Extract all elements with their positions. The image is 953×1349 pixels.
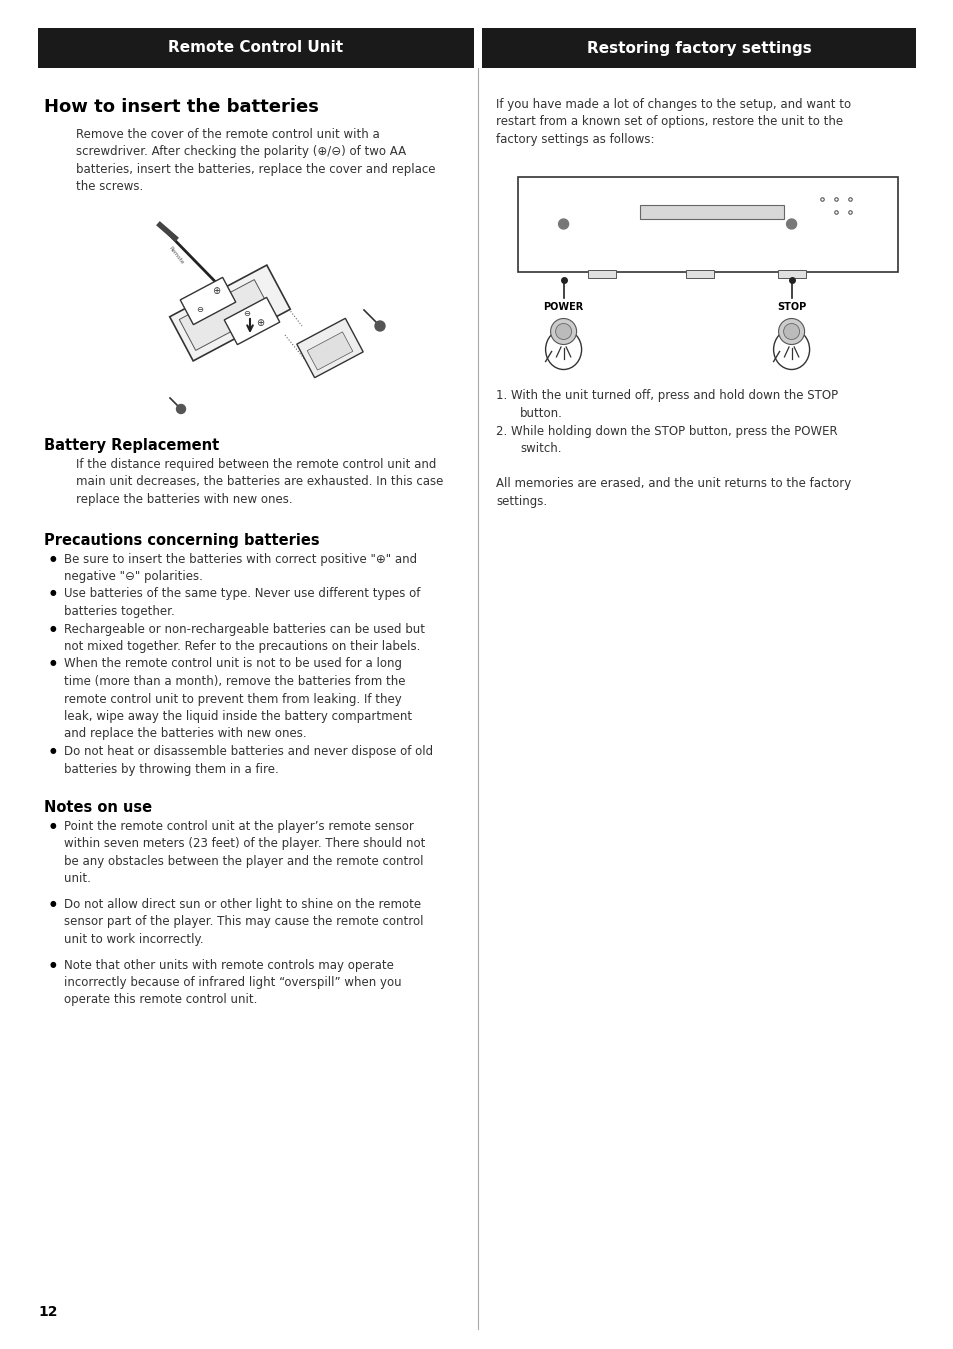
Circle shape: [782, 324, 799, 340]
Text: time (more than a month), remove the batteries from the: time (more than a month), remove the bat…: [64, 674, 405, 688]
Text: Rechargeable or non-rechargeable batteries can be used but: Rechargeable or non-rechargeable batteri…: [64, 622, 424, 635]
Bar: [639, 205, 783, 219]
Text: All memories are erased, and the unit returns to the factory: All memories are erased, and the unit re…: [496, 478, 850, 491]
Text: ⊕: ⊕: [212, 286, 220, 295]
Text: within seven meters (23 feet) of the player. There should not: within seven meters (23 feet) of the pla…: [64, 838, 425, 850]
Text: Precautions concerning batteries: Precautions concerning batteries: [44, 533, 319, 548]
Text: not mixed together. Refer to the precautions on their labels.: not mixed together. Refer to the precaut…: [64, 639, 420, 653]
Polygon shape: [307, 332, 353, 370]
Text: STOP: STOP: [776, 301, 805, 312]
Text: ●: ●: [50, 746, 56, 755]
Text: batteries together.: batteries together.: [64, 604, 174, 618]
Circle shape: [558, 219, 568, 229]
Text: ●: ●: [50, 588, 56, 598]
Text: How to insert the batteries: How to insert the batteries: [44, 98, 318, 116]
Text: ●: ●: [50, 898, 56, 908]
Text: ●: ●: [50, 658, 56, 668]
Text: ⊕: ⊕: [255, 318, 264, 328]
Bar: [38, 28, 474, 67]
Text: POWER: POWER: [543, 301, 583, 312]
Circle shape: [786, 219, 796, 229]
Text: Note that other units with remote controls may operate: Note that other units with remote contro…: [64, 959, 394, 971]
Circle shape: [176, 405, 185, 414]
Text: ⊖: ⊖: [196, 305, 203, 313]
Text: Restoring factory settings: Restoring factory settings: [586, 40, 810, 55]
Text: be any obstacles between the player and the remote control: be any obstacles between the player and …: [64, 855, 423, 867]
Text: batteries by throwing them in a fire.: batteries by throwing them in a fire.: [64, 762, 278, 776]
Text: operate this remote control unit.: operate this remote control unit.: [64, 993, 257, 1006]
Text: restart from a known set of options, restore the unit to the: restart from a known set of options, res…: [496, 116, 842, 128]
Text: 1. With the unit turned off, press and hold down the STOP: 1. With the unit turned off, press and h…: [496, 390, 838, 402]
Text: 2. While holding down the STOP button, press the POWER: 2. While holding down the STOP button, p…: [496, 425, 837, 437]
Text: negative "⊖" polarities.: negative "⊖" polarities.: [64, 571, 203, 583]
Text: ●: ●: [50, 822, 56, 830]
Text: If the distance required between the remote control unit and: If the distance required between the rem…: [76, 459, 436, 471]
Text: settings.: settings.: [496, 495, 547, 509]
Text: Remote Control Unit: Remote Control Unit: [169, 40, 343, 55]
Text: sensor part of the player. This may cause the remote control: sensor part of the player. This may caus…: [64, 916, 423, 928]
Text: Do not allow direct sun or other light to shine on the remote: Do not allow direct sun or other light t…: [64, 898, 420, 911]
Text: If you have made a lot of changes to the setup, and want to: If you have made a lot of changes to the…: [496, 98, 850, 111]
Bar: [685, 270, 714, 278]
Text: batteries, insert the batteries, replace the cover and replace: batteries, insert the batteries, replace…: [76, 163, 435, 175]
Text: button.: button.: [519, 407, 562, 420]
Text: Do not heat or disassemble batteries and never dispose of old: Do not heat or disassemble batteries and…: [64, 745, 433, 758]
Circle shape: [555, 324, 571, 340]
Text: the screws.: the screws.: [76, 181, 143, 193]
Text: unit to work incorrectly.: unit to work incorrectly.: [64, 934, 203, 946]
Ellipse shape: [545, 329, 581, 370]
Text: ●: ●: [50, 623, 56, 633]
Polygon shape: [170, 266, 290, 362]
Polygon shape: [224, 297, 279, 344]
Circle shape: [550, 318, 576, 344]
Text: remote control unit to prevent them from leaking. If they: remote control unit to prevent them from…: [64, 692, 401, 706]
Polygon shape: [180, 278, 235, 325]
Text: screwdriver. After checking the polarity (⊕/⊖) of two AA: screwdriver. After checking the polarity…: [76, 146, 406, 158]
Bar: [777, 270, 804, 278]
Text: Battery Replacement: Battery Replacement: [44, 438, 219, 453]
Text: switch.: switch.: [519, 442, 561, 455]
Bar: [517, 177, 897, 271]
Circle shape: [375, 321, 385, 331]
Polygon shape: [296, 318, 363, 378]
Bar: [587, 270, 615, 278]
Text: and replace the batteries with new ones.: and replace the batteries with new ones.: [64, 727, 306, 741]
Text: leak, wipe away the liquid inside the battery compartment: leak, wipe away the liquid inside the ba…: [64, 710, 412, 723]
Text: Use batteries of the same type. Never use different types of: Use batteries of the same type. Never us…: [64, 588, 420, 600]
Text: 12: 12: [38, 1304, 57, 1319]
Text: Remove the cover of the remote control unit with a: Remove the cover of the remote control u…: [76, 128, 379, 142]
Text: ⊖: ⊖: [243, 309, 251, 317]
Polygon shape: [179, 279, 271, 351]
Text: ●: ●: [50, 553, 56, 563]
Text: unit.: unit.: [64, 873, 91, 885]
Ellipse shape: [773, 329, 809, 370]
Text: Point the remote control unit at the player’s remote sensor: Point the remote control unit at the pla…: [64, 820, 414, 832]
Text: Notes on use: Notes on use: [44, 800, 152, 815]
Text: main unit decreases, the batteries are exhausted. In this case: main unit decreases, the batteries are e…: [76, 475, 443, 488]
Text: replace the batteries with new ones.: replace the batteries with new ones.: [76, 492, 293, 506]
Text: factory settings as follows:: factory settings as follows:: [496, 134, 654, 146]
Text: Be sure to insert the batteries with correct positive "⊕" and: Be sure to insert the batteries with cor…: [64, 553, 416, 565]
Bar: [481, 28, 915, 67]
Text: Remote: Remote: [168, 246, 185, 264]
Text: When the remote control unit is not to be used for a long: When the remote control unit is not to b…: [64, 657, 401, 670]
Circle shape: [778, 318, 803, 344]
Text: ●: ●: [50, 959, 56, 969]
Text: incorrectly because of infrared light “overspill” when you: incorrectly because of infrared light “o…: [64, 975, 401, 989]
